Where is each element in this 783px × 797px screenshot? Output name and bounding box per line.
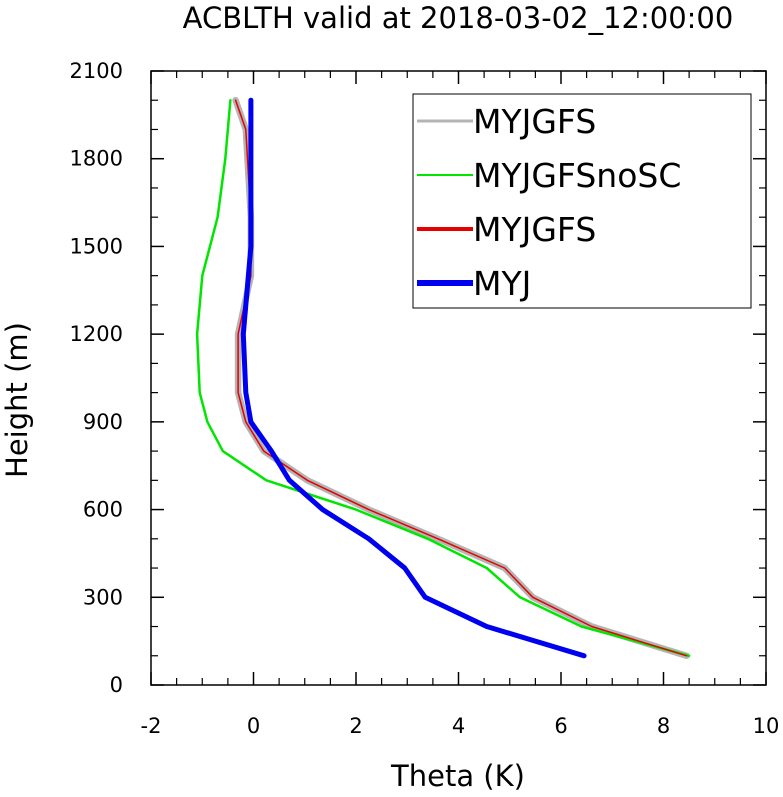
axis-tick-labels: -2 0 2 4 6 8 10 0 300 600 900 1200 1500 1800 2100 bbox=[70, 59, 780, 738]
x-axis-label: Theta (K) bbox=[390, 759, 525, 793]
series-line bbox=[240, 97, 587, 659]
series-line bbox=[195, 98, 691, 658]
y-tick-label: 1800 bbox=[70, 147, 123, 171]
legend-label: MYJ bbox=[473, 264, 531, 303]
x-tick-label: 10 bbox=[753, 714, 780, 738]
y-tick-label: 2100 bbox=[70, 59, 123, 83]
plot-series bbox=[195, 96, 691, 660]
y-axis-label: Height (m) bbox=[0, 322, 34, 478]
y-tick-label: 300 bbox=[83, 585, 123, 609]
legend-label: MYJGFS bbox=[473, 102, 596, 141]
x-tick-label: 4 bbox=[452, 714, 465, 738]
legend-box bbox=[412, 93, 752, 309]
legend-label: MYJGFSnoSC bbox=[473, 156, 681, 195]
y-tick-label: 0 bbox=[110, 673, 123, 697]
legend-label: MYJGFS bbox=[473, 210, 596, 249]
x-tick-label: 6 bbox=[554, 714, 567, 738]
y-tick-label: 600 bbox=[83, 498, 123, 522]
legend: MYJGFS MYJGFSnoSC MYJGFS MYJ bbox=[412, 93, 752, 309]
y-tick-label: 900 bbox=[83, 410, 123, 434]
x-tick-label: 8 bbox=[657, 714, 670, 738]
x-tick-label: -2 bbox=[141, 714, 162, 738]
x-tick-label: 0 bbox=[247, 714, 260, 738]
y-tick-label: 1500 bbox=[70, 234, 123, 258]
x-tick-label: 2 bbox=[349, 714, 362, 738]
plot-frame bbox=[150, 70, 767, 686]
chart-title: ACBLTH valid at 2018-03-02_12:00:00 bbox=[183, 1, 734, 35]
y-tick-label: 1200 bbox=[70, 322, 123, 346]
axis-ticks bbox=[150, 70, 767, 686]
